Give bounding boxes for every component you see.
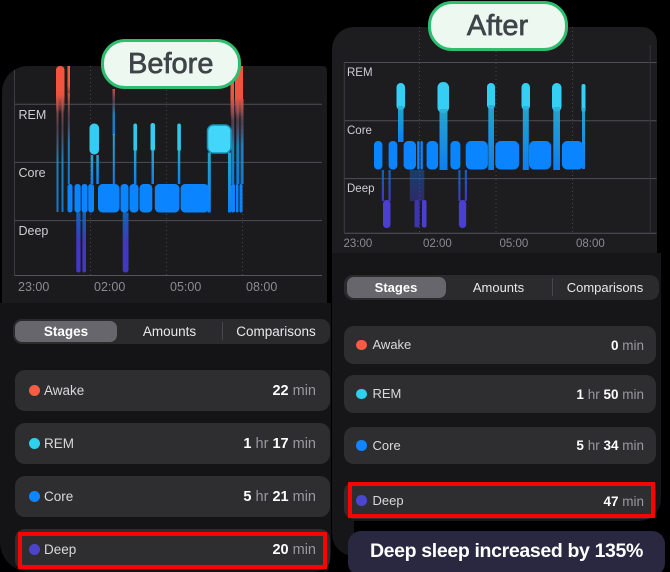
svg-text:Core: Core <box>19 166 46 180</box>
svg-text:05:00: 05:00 <box>170 280 201 294</box>
svg-text:Core: Core <box>347 125 372 137</box>
svg-text:23:00: 23:00 <box>344 238 373 250</box>
svg-text:02:00: 02:00 <box>423 238 452 250</box>
svg-text:Deep: Deep <box>19 224 49 238</box>
svg-text:Deep: Deep <box>347 183 375 195</box>
svg-text:REM: REM <box>347 67 373 79</box>
svg-text:08:00: 08:00 <box>246 280 277 294</box>
svg-text:02:00: 02:00 <box>94 280 125 294</box>
svg-text:REM: REM <box>19 108 47 122</box>
svg-text:08:00: 08:00 <box>576 238 605 250</box>
svg-text:05:00: 05:00 <box>500 238 529 250</box>
svg-text:23:00: 23:00 <box>18 280 49 294</box>
